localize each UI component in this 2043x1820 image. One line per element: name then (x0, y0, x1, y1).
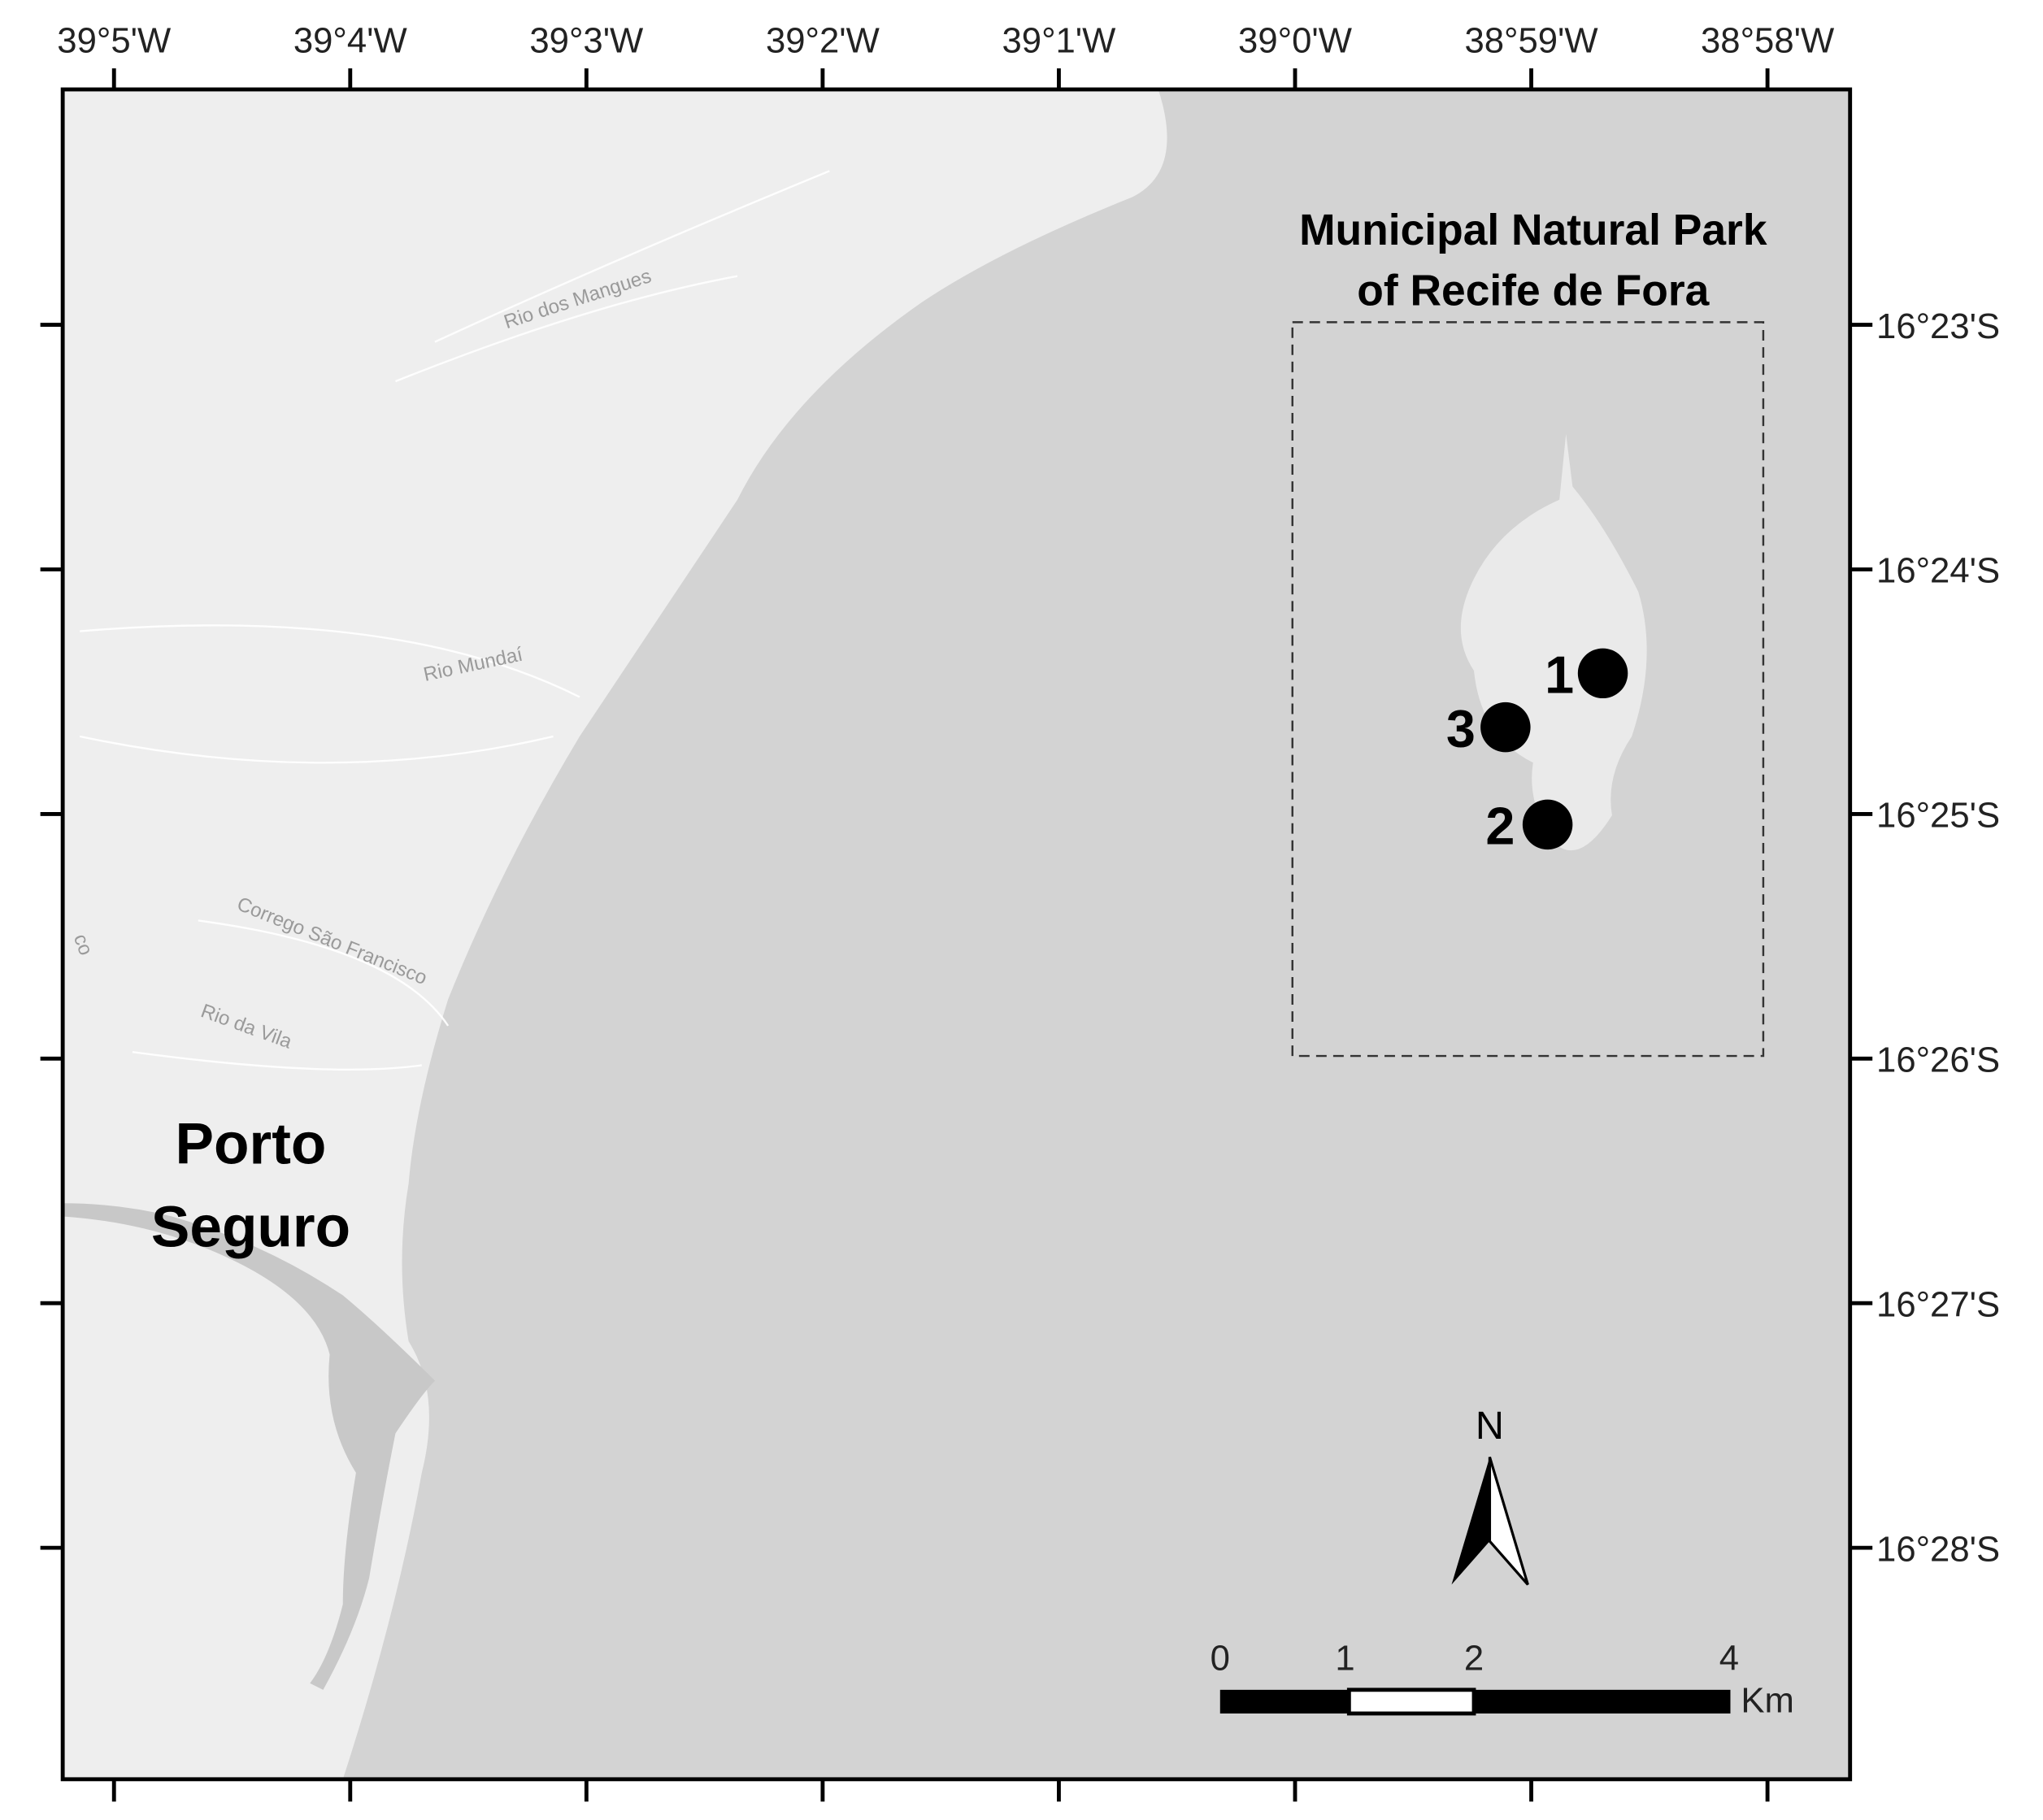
scale-segment (1219, 1689, 1350, 1714)
longitude-label: 39°2'W (766, 21, 880, 61)
north-arrow (1488, 1457, 1529, 1586)
roads (79, 170, 830, 1071)
park-boundary (1291, 321, 1765, 1058)
longitude-label: 39°4'W (293, 21, 408, 61)
latitude-label: 16°26'S (1876, 1040, 2000, 1079)
site-label: 3 (1446, 699, 1476, 758)
reef (1460, 433, 1647, 851)
longitude-label: 39°0'W (1238, 21, 1353, 61)
north-arrow (1451, 1457, 1490, 1585)
longitude-label: 39°5'W (57, 21, 172, 61)
site-marker (1480, 702, 1531, 753)
scale-segment (1346, 1688, 1476, 1716)
longitude-label: 38°58'W (1701, 21, 1835, 61)
map-area (63, 89, 1850, 1779)
latitude-label: 16°25'S (1876, 796, 2000, 836)
site-label: 2 (1485, 797, 1515, 856)
estuary (63, 1203, 435, 1690)
scale-label: 4 (1719, 1639, 1739, 1679)
longitude-label: 39°1'W (1002, 21, 1117, 61)
north-label: N (1476, 1404, 1504, 1448)
latitude-label: 16°28'S (1876, 1529, 2000, 1569)
site-label: 1 (1545, 645, 1574, 705)
scale-bar (1219, 1688, 1731, 1716)
park-title: of Recife de Fora (1357, 267, 1710, 315)
latitude-label: 16°24'S (1876, 551, 2000, 591)
scale-label: 1 (1335, 1639, 1354, 1679)
latitude-label: 16°23'S (1876, 306, 2000, 346)
map-frame (60, 87, 1853, 1782)
scale-segment (1474, 1689, 1731, 1714)
scale-unit: Km (1741, 1680, 1793, 1720)
city-label: Porto (176, 1113, 327, 1177)
park-title: Municipal Natural Park (1299, 206, 1767, 254)
site-marker (1577, 648, 1628, 699)
latitude-label: 16°27'S (1876, 1284, 2000, 1324)
scale-label: 0 (1211, 1639, 1230, 1679)
scale-label: 2 (1464, 1639, 1484, 1679)
site-marker (1522, 799, 1573, 850)
city-label: Seguro (151, 1196, 350, 1260)
longitude-label: 38°59'W (1464, 21, 1598, 61)
longitude-label: 39°3'W (529, 21, 644, 61)
graticule: 39°5'W 39°4'W 39°3'W 39°2'W 39°1'W 39°0'W 38°5… (40, 21, 2000, 1802)
